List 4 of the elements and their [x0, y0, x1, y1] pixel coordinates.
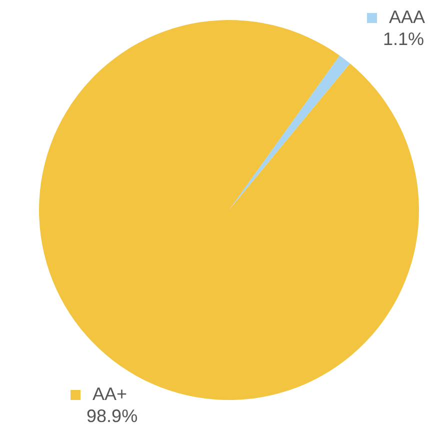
data-label: 1.1% [383, 28, 424, 49]
legend-label: AA+ [92, 384, 128, 404]
legend-label: AAA [389, 6, 426, 27]
data-label: 98.9% [86, 406, 138, 426]
